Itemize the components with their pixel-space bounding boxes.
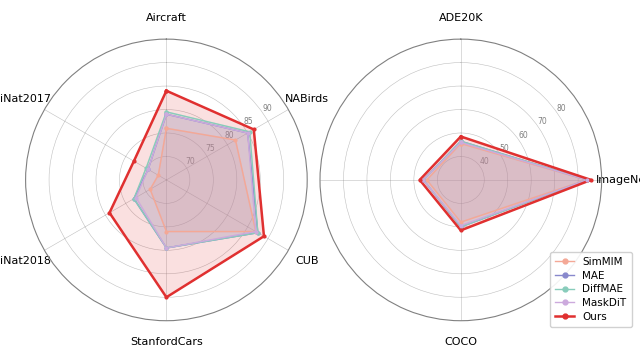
- Polygon shape: [150, 128, 256, 231]
- Polygon shape: [134, 112, 258, 248]
- Polygon shape: [423, 141, 587, 227]
- Polygon shape: [136, 114, 256, 248]
- Polygon shape: [134, 114, 258, 248]
- Polygon shape: [420, 137, 591, 230]
- Polygon shape: [427, 144, 587, 222]
- Polygon shape: [109, 91, 264, 297]
- Legend: SimMIM, MAE, DiffMAE, MaskDiT, Ours: SimMIM, MAE, DiffMAE, MaskDiT, Ours: [550, 252, 632, 327]
- Polygon shape: [423, 142, 587, 226]
- Polygon shape: [423, 141, 587, 227]
